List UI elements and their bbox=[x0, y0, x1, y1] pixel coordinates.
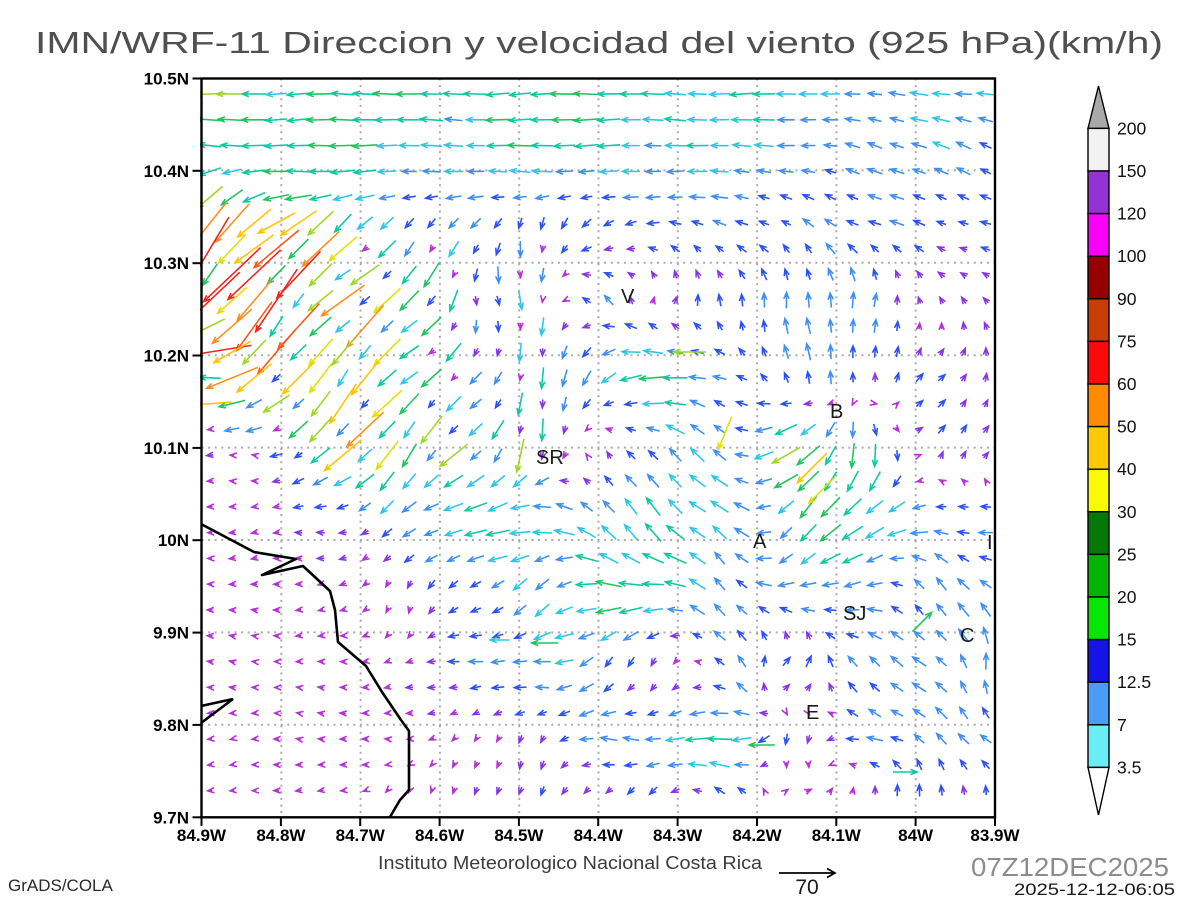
svg-text:SR: SR bbox=[536, 447, 564, 469]
svg-text:10.5N: 10.5N bbox=[144, 70, 189, 89]
svg-text:10N: 10N bbox=[158, 531, 189, 550]
svg-text:9.7N: 9.7N bbox=[153, 808, 189, 827]
svg-text:GrADS/COLA: GrADS/COLA bbox=[8, 876, 114, 895]
svg-text:84.3W: 84.3W bbox=[653, 826, 703, 845]
svg-text:30: 30 bbox=[1117, 502, 1137, 522]
svg-text:84.7W: 84.7W bbox=[336, 826, 386, 845]
svg-text:100: 100 bbox=[1117, 246, 1146, 266]
svg-text:120: 120 bbox=[1117, 204, 1146, 224]
svg-text:84.1W: 84.1W bbox=[812, 826, 862, 845]
svg-text:2025-12-12-06:05: 2025-12-12-06:05 bbox=[1014, 880, 1175, 899]
svg-text:83.9W: 83.9W bbox=[970, 826, 1020, 845]
svg-text:12.5: 12.5 bbox=[1117, 672, 1151, 692]
svg-text:50: 50 bbox=[1117, 417, 1137, 437]
svg-text:B: B bbox=[830, 401, 843, 423]
svg-text:3.5: 3.5 bbox=[1117, 757, 1141, 777]
svg-text:C: C bbox=[960, 625, 974, 647]
svg-text:10.4N: 10.4N bbox=[144, 162, 189, 181]
svg-text:A: A bbox=[753, 531, 767, 553]
svg-text:25: 25 bbox=[1117, 544, 1136, 564]
svg-text:9.8N: 9.8N bbox=[153, 716, 189, 735]
svg-text:70: 70 bbox=[795, 876, 818, 899]
svg-text:10.1N: 10.1N bbox=[144, 439, 189, 458]
svg-text:07Z12DEC2025: 07Z12DEC2025 bbox=[971, 852, 1169, 882]
svg-text:90: 90 bbox=[1117, 289, 1137, 309]
svg-text:75: 75 bbox=[1117, 331, 1136, 351]
svg-text:84.8W: 84.8W bbox=[256, 826, 306, 845]
svg-text:10.2N: 10.2N bbox=[144, 347, 189, 366]
svg-text:84.4W: 84.4W bbox=[574, 826, 624, 845]
svg-text:60: 60 bbox=[1117, 374, 1137, 394]
svg-text:40: 40 bbox=[1117, 459, 1137, 479]
svg-text:84W: 84W bbox=[898, 826, 934, 845]
svg-text:V: V bbox=[621, 286, 635, 308]
svg-text:150: 150 bbox=[1117, 161, 1146, 181]
svg-text:15: 15 bbox=[1117, 630, 1136, 650]
svg-text:84.6W: 84.6W bbox=[415, 826, 465, 845]
svg-text:84.2W: 84.2W bbox=[732, 826, 782, 845]
svg-text:200: 200 bbox=[1117, 118, 1146, 138]
svg-text:7: 7 bbox=[1117, 715, 1127, 735]
svg-text:9.9N: 9.9N bbox=[153, 624, 189, 643]
svg-text:Instituto Meteorologico Nacion: Instituto Meteorologico Nacional Costa R… bbox=[378, 853, 763, 873]
svg-text:E: E bbox=[806, 702, 819, 724]
svg-text:10.3N: 10.3N bbox=[144, 254, 189, 273]
svg-text:84.5W: 84.5W bbox=[494, 826, 544, 845]
svg-text:IMN/WRF-11 Direccion y velocid: IMN/WRF-11 Direccion y velocidad del vie… bbox=[35, 25, 1163, 60]
svg-text:I: I bbox=[987, 532, 993, 554]
svg-text:SJ: SJ bbox=[843, 603, 866, 625]
svg-text:84.9W: 84.9W bbox=[177, 826, 227, 845]
svg-text:20: 20 bbox=[1117, 587, 1137, 607]
